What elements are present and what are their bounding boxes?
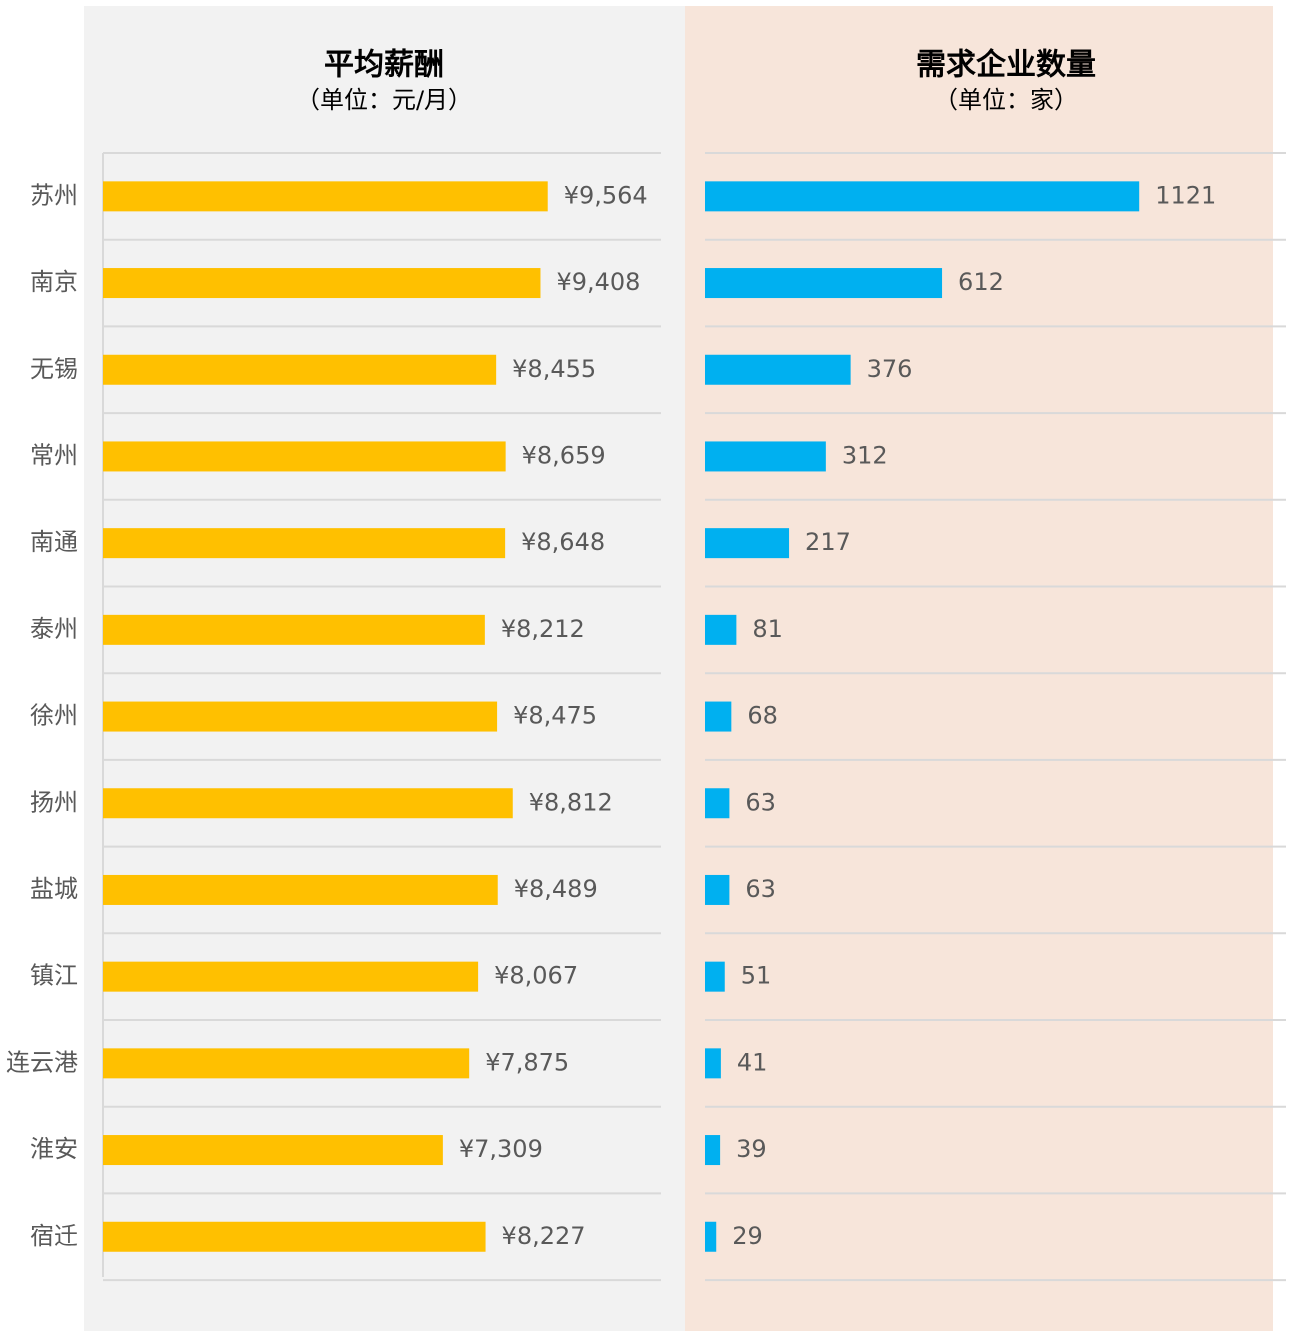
value-label: 612	[958, 268, 1004, 296]
value-label: ¥8,489	[514, 875, 598, 903]
value-label: 63	[745, 875, 776, 903]
value-label: 68	[747, 702, 778, 730]
bar	[103, 874, 498, 905]
chart-subtitle: （单位：元/月）	[296, 86, 472, 114]
bar	[705, 354, 851, 385]
bar	[705, 528, 790, 559]
bar	[705, 441, 826, 472]
category-label: 苏州	[30, 181, 78, 209]
value-label: ¥7,875	[485, 1048, 569, 1076]
value-label: ¥8,067	[494, 962, 578, 990]
category-label: 南京	[30, 268, 78, 296]
value-label: ¥9,408	[556, 268, 640, 296]
category-label: 常州	[30, 441, 78, 469]
right-panel	[685, 6, 1273, 1331]
bar	[705, 181, 1140, 212]
value-label: ¥8,455	[512, 355, 596, 383]
chart-subtitle: （单位：家）	[934, 86, 1078, 114]
bar	[103, 1135, 443, 1166]
category-label: 南通	[30, 528, 78, 556]
bar	[705, 268, 943, 299]
bar	[103, 701, 498, 732]
value-label: 29	[732, 1222, 763, 1250]
bar	[705, 1048, 721, 1079]
category-label: 盐城	[30, 875, 78, 903]
value-label: ¥8,648	[521, 528, 605, 556]
chart-title: 需求企业数量	[916, 48, 1096, 83]
bar	[705, 1221, 717, 1252]
bar	[103, 788, 513, 819]
value-label: 41	[737, 1048, 768, 1076]
bar	[103, 528, 506, 559]
bar	[705, 701, 732, 732]
value-label: 1121	[1155, 181, 1216, 209]
value-label: 51	[741, 962, 772, 990]
value-label: 217	[805, 528, 851, 556]
category-label: 徐州	[30, 702, 78, 730]
bar	[103, 961, 479, 992]
value-label: ¥8,812	[529, 788, 613, 816]
bar	[705, 788, 730, 819]
value-label: ¥8,212	[501, 615, 585, 643]
category-label: 宿迁	[30, 1222, 78, 1250]
bar	[705, 874, 730, 905]
bar	[103, 614, 485, 645]
category-label: 连云港	[6, 1048, 78, 1076]
value-label: 81	[752, 615, 783, 643]
category-label: 泰州	[30, 615, 78, 643]
value-label: ¥8,227	[502, 1222, 586, 1250]
category-label: 无锡	[30, 355, 78, 383]
bar	[103, 441, 506, 472]
value-label: ¥8,659	[522, 441, 606, 469]
bar	[103, 1048, 470, 1079]
value-label: 63	[745, 788, 776, 816]
bar	[103, 1221, 486, 1252]
category-label: 淮安	[30, 1135, 78, 1163]
value-label: 312	[842, 441, 888, 469]
bar	[103, 354, 497, 385]
value-label: ¥9,564	[564, 181, 648, 209]
bar	[705, 614, 737, 645]
category-label: 扬州	[30, 788, 78, 816]
chart-title: 平均薪酬	[324, 48, 444, 83]
category-label: 镇江	[30, 962, 78, 990]
value-label: ¥7,309	[459, 1135, 543, 1163]
value-label: 376	[867, 355, 913, 383]
bar	[705, 1135, 721, 1166]
bar	[103, 181, 548, 212]
value-label: 39	[736, 1135, 767, 1163]
bar	[705, 961, 725, 992]
value-label: ¥8,475	[513, 702, 597, 730]
left-panel	[84, 6, 685, 1331]
bar	[103, 268, 541, 299]
